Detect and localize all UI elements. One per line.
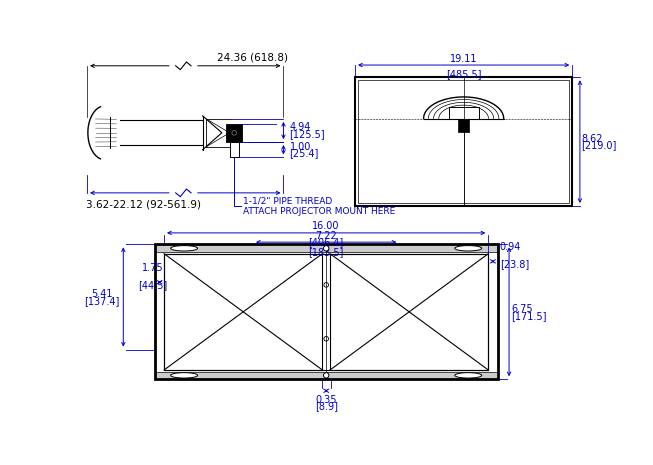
Text: 4.94: 4.94	[290, 122, 311, 132]
Text: 0.94: 0.94	[500, 242, 521, 252]
Text: 6.75: 6.75	[511, 304, 533, 314]
Text: 1.75: 1.75	[142, 263, 163, 273]
Circle shape	[323, 372, 329, 378]
Text: 0.35: 0.35	[315, 395, 337, 405]
Text: 8.62: 8.62	[581, 133, 603, 144]
Text: [125.5]: [125.5]	[290, 129, 325, 140]
Bar	[227, 124, 242, 142]
Bar	[155, 372, 498, 379]
Text: 3.62-22.12 (92-561.9): 3.62-22.12 (92-561.9)	[86, 199, 200, 209]
Bar	[358, 80, 569, 203]
Ellipse shape	[454, 372, 482, 378]
Text: 1-1/2" PIPE THREAD
ATTACH PROJECTOR MOUNT HERE: 1-1/2" PIPE THREAD ATTACH PROJECTOR MOUN…	[243, 196, 395, 216]
Bar	[330, 254, 488, 370]
Ellipse shape	[454, 246, 482, 251]
Text: [25.4]: [25.4]	[290, 149, 319, 159]
Bar	[355, 77, 572, 206]
Text: [8.9]: [8.9]	[315, 402, 338, 412]
Bar	[449, 106, 479, 119]
Text: 7.22: 7.22	[315, 231, 337, 240]
Text: 19.11: 19.11	[450, 53, 477, 64]
Ellipse shape	[170, 246, 198, 251]
Text: [183.5]: [183.5]	[308, 247, 344, 257]
Text: [406.4]: [406.4]	[309, 238, 344, 247]
Text: [137.4]: [137.4]	[84, 296, 119, 306]
Text: [219.0]: [219.0]	[581, 140, 617, 151]
Text: 5.41: 5.41	[91, 289, 112, 299]
Bar	[155, 245, 498, 252]
Text: 16.00: 16.00	[312, 221, 340, 232]
Bar	[164, 254, 323, 370]
Text: [485.5]: [485.5]	[446, 69, 481, 79]
Text: [171.5]: [171.5]	[511, 311, 547, 321]
Ellipse shape	[170, 372, 198, 378]
Bar	[230, 142, 239, 158]
Bar	[155, 245, 498, 379]
Text: [23.8]: [23.8]	[500, 259, 529, 269]
Bar	[458, 119, 469, 133]
Text: [44.5]: [44.5]	[138, 280, 167, 290]
Text: 1.00: 1.00	[290, 142, 311, 152]
Circle shape	[323, 246, 329, 251]
Text: 24.36 (618.8): 24.36 (618.8)	[217, 53, 288, 63]
Bar	[164, 254, 488, 370]
